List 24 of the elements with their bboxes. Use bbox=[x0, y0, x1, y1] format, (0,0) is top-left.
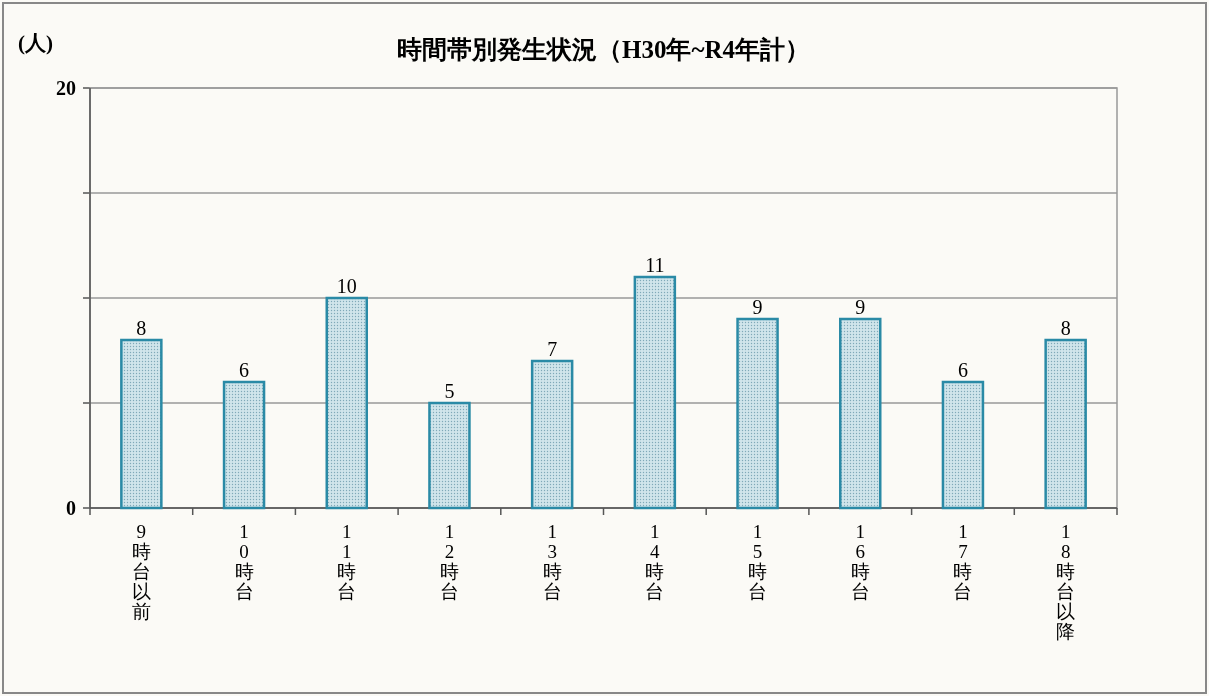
x-tick-label: 15時台 bbox=[748, 521, 768, 602]
x-tick-label: 13時台 bbox=[542, 521, 562, 602]
x-tick-label: 14時台 bbox=[645, 521, 665, 602]
chart-title: 時間帯別発生状況（H30年~R4年計） bbox=[396, 36, 811, 63]
data-label: 8 bbox=[136, 317, 147, 339]
x-tick-label: 17時台 bbox=[953, 521, 973, 602]
data-label: 8 bbox=[1060, 317, 1071, 339]
data-label: 7 bbox=[547, 338, 558, 360]
data-label: 5 bbox=[444, 380, 455, 402]
data-label: 11 bbox=[645, 254, 665, 276]
data-label: 9 bbox=[752, 296, 763, 318]
x-tick-label: 10時台 bbox=[234, 521, 254, 602]
x-tick-label: 9時台以前 bbox=[131, 521, 151, 622]
y-tick-label: 0 bbox=[66, 497, 76, 519]
data-label: 9 bbox=[855, 296, 866, 318]
x-tick-label: 12時台 bbox=[439, 521, 459, 602]
x-tick-label: 18時台以降 bbox=[1056, 521, 1076, 642]
y-tick-label: 20 bbox=[56, 77, 76, 99]
data-label: 10 bbox=[336, 275, 357, 297]
x-tick-label: 16時台 bbox=[850, 521, 870, 602]
y-axis-title: (人) bbox=[18, 31, 53, 55]
x-tick-label: 11時台 bbox=[337, 521, 357, 602]
data-label: 6 bbox=[957, 359, 968, 381]
data-label: 6 bbox=[239, 359, 250, 381]
